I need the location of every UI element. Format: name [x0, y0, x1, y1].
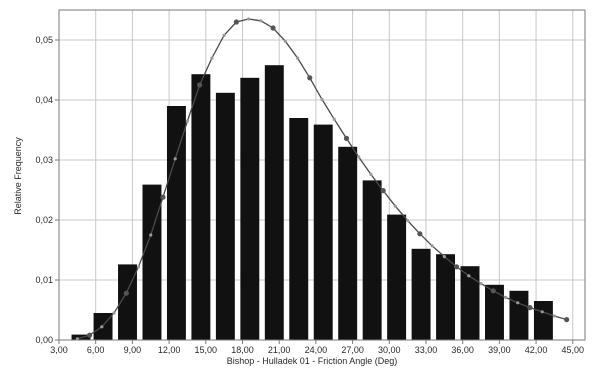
curve-point	[149, 233, 153, 237]
histogram-bar	[289, 118, 309, 340]
x-tick-label: 9,00	[124, 345, 142, 355]
curve-point	[467, 274, 471, 278]
histogram-bar	[166, 106, 186, 340]
y-tick-label: 0,00	[35, 335, 53, 345]
curve-point	[369, 172, 373, 176]
y-tick-label: 0,03	[35, 155, 53, 165]
curve-point	[357, 155, 361, 159]
y-tick-label: 0,02	[35, 215, 53, 225]
histogram-bar	[313, 124, 333, 340]
curve-point	[233, 19, 239, 25]
curve-point	[86, 332, 93, 338]
histogram-bar	[338, 146, 358, 340]
y-axis-title: Relative Frequency	[13, 137, 23, 215]
curve-point	[247, 17, 251, 21]
histogram-bar	[142, 184, 162, 340]
x-tick-label: 42,00	[525, 345, 548, 355]
curve-point	[453, 264, 460, 270]
curve-point	[380, 188, 386, 194]
x-tick-label: 21,00	[268, 345, 291, 355]
curve-point	[123, 290, 129, 296]
histogram-bar	[509, 290, 529, 340]
x-tick-label: 3,00	[50, 345, 68, 355]
curve-point	[160, 194, 166, 200]
histogram-bar	[485, 284, 504, 340]
curve-point	[442, 255, 446, 259]
histogram-bar	[118, 264, 137, 340]
curve-point	[307, 75, 313, 81]
curve-point	[210, 56, 214, 60]
curve-point	[490, 288, 496, 294]
histogram-bar	[362, 180, 382, 340]
x-tick-label: 18,00	[231, 345, 254, 355]
histogram-bar	[191, 74, 211, 340]
curve-point	[320, 97, 324, 101]
axes: 3,00 6,00 9,00 12,00 15,00 18,00 21,00 24,00 27,…	[35, 9, 586, 355]
curve-point	[343, 135, 350, 141]
histogram-bar	[436, 254, 456, 340]
y-tick-label: 0,04	[35, 95, 53, 105]
curve-point	[222, 33, 226, 37]
curve-point	[479, 282, 483, 286]
curve-point	[259, 19, 263, 23]
curve-point	[503, 295, 508, 299]
curve-point	[527, 305, 533, 311]
histogram-bar	[240, 77, 260, 341]
x-axis-title: Bishop - Hulladek 01 - Friction Angle (D…	[227, 356, 398, 366]
bars	[71, 65, 553, 341]
curve-point	[100, 325, 104, 329]
histogram-bar	[460, 266, 480, 340]
curve-point	[332, 117, 336, 121]
curve-point	[270, 25, 276, 31]
x-tick-label: 6,00	[87, 345, 105, 355]
curve-point	[430, 244, 434, 248]
x-tick-label: 27,00	[341, 345, 364, 355]
curve-point	[406, 219, 410, 223]
x-tick-label: 33,00	[415, 345, 438, 355]
x-tick-label: 15,00	[195, 345, 218, 355]
x-tick-label: 39,00	[488, 345, 511, 355]
curve-point	[564, 317, 570, 323]
curve-point	[197, 82, 203, 88]
histogram-bar	[215, 92, 235, 340]
x-tick-label: 30,00	[378, 345, 401, 355]
histogram-bar	[264, 65, 284, 340]
curve-point	[283, 39, 287, 43]
x-tick-label: 24,00	[305, 345, 328, 355]
curve-point	[185, 119, 190, 123]
curve-point	[516, 301, 520, 305]
curve-point	[136, 265, 141, 269]
histogram-bar	[387, 214, 407, 340]
y-tick-label: 0,05	[35, 35, 53, 45]
histogram-bar	[411, 248, 431, 340]
x-tick-label: 36,00	[451, 345, 474, 355]
curve-point	[540, 310, 544, 314]
curve-point	[112, 311, 116, 315]
x-tick-label: 45,00	[562, 345, 585, 355]
histogram-bar	[533, 301, 553, 340]
curve-point	[393, 204, 397, 208]
curve-point	[173, 157, 177, 161]
curve-point	[295, 56, 300, 60]
y-tick-label: 0,01	[35, 275, 53, 285]
plot-frame	[58, 9, 586, 341]
curve-point	[552, 314, 557, 318]
curve-point	[417, 231, 423, 237]
density-curve	[75, 17, 570, 341]
x-tick-label: 12,00	[158, 345, 181, 355]
